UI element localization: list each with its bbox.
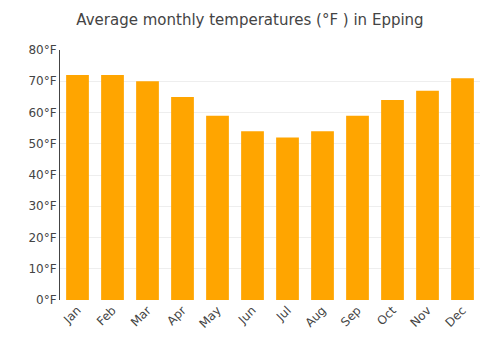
svg-text:80°F: 80°F <box>28 43 56 57</box>
svg-text:Nov: Nov <box>407 303 433 329</box>
svg-text:30°F: 30°F <box>28 199 56 213</box>
svg-text:10°F: 10°F <box>28 262 56 276</box>
svg-text:60°F: 60°F <box>28 106 56 120</box>
svg-text:Aug: Aug <box>302 303 328 329</box>
svg-text:50°F: 50°F <box>28 137 56 151</box>
svg-text:Jan: Jan <box>60 303 84 327</box>
svg-text:20°F: 20°F <box>28 231 56 245</box>
svg-text:Mar: Mar <box>128 303 154 329</box>
svg-text:Feb: Feb <box>94 303 119 328</box>
svg-text:70°F: 70°F <box>28 74 56 88</box>
svg-text:Jun: Jun <box>235 303 259 327</box>
svg-text:0°F: 0°F <box>36 293 57 307</box>
svg-text:Sep: Sep <box>338 303 364 329</box>
svg-text:Dec: Dec <box>443 303 469 329</box>
svg-text:40°F: 40°F <box>28 168 56 182</box>
svg-text:Oct: Oct <box>374 303 399 328</box>
svg-text:Apr: Apr <box>164 303 189 328</box>
svg-text:May: May <box>196 303 223 330</box>
svg-text:Jul: Jul <box>273 303 294 324</box>
svg-text:Average monthly temperatures (: Average monthly temperatures (°F ) in Ep… <box>76 11 423 29</box>
